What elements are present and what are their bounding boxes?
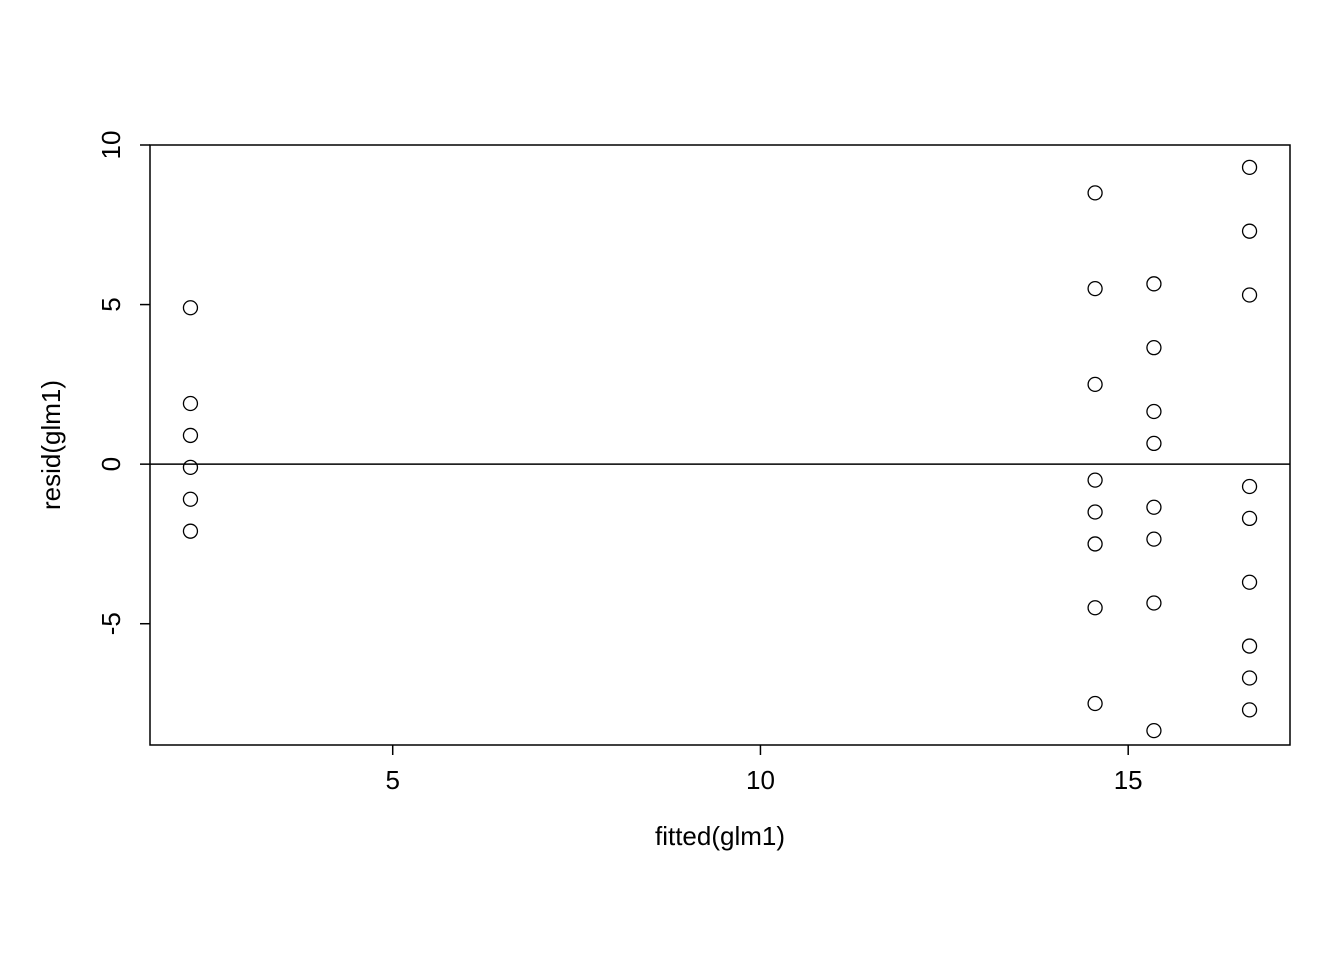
x-tick-label: 5: [385, 765, 399, 795]
x-tick-label: 10: [746, 765, 775, 795]
chart-bg: [0, 0, 1344, 960]
y-tick-label: 5: [96, 297, 126, 311]
y-tick-label: 0: [96, 457, 126, 471]
x-tick-label: 15: [1114, 765, 1143, 795]
y-axis-label: resid(glm1): [36, 380, 66, 510]
chart-svg: 5 10 15 -5 0 5 10 fitted(glm1) resid(glm1): [0, 0, 1344, 960]
y-tick-label: 10: [96, 131, 126, 160]
residuals-vs-fitted-chart: 5 10 15 -5 0 5 10 fitted(glm1) resid(glm1): [0, 0, 1344, 960]
y-tick-label: -5: [96, 612, 126, 635]
x-axis-label: fitted(glm1): [655, 821, 785, 851]
